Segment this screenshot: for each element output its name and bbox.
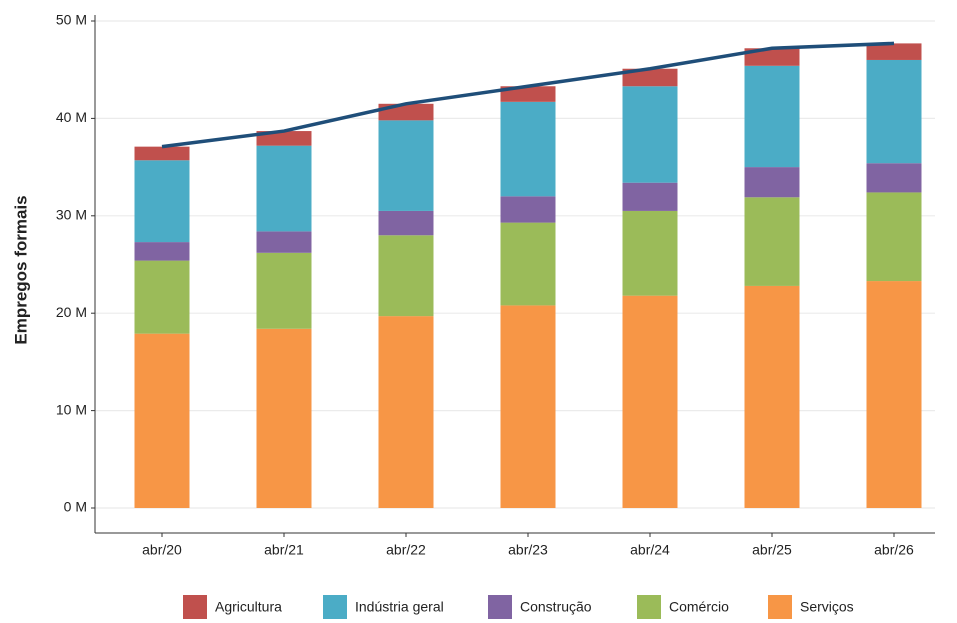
x-tick-label: abr/21: [264, 542, 304, 558]
bar-segment: [256, 328, 312, 508]
legend-label: Construção: [520, 599, 592, 615]
bar-segment: [378, 103, 434, 121]
bar-segment: [744, 285, 800, 508]
bar-segment: [622, 86, 678, 183]
bar-segment: [500, 101, 556, 197]
bar-segment: [622, 295, 678, 508]
legend-label: Comércio: [669, 599, 729, 615]
bar-segment: [744, 48, 800, 66]
bar-segment: [378, 235, 434, 317]
bar-segment: [866, 59, 922, 164]
bar-segment: [256, 145, 312, 232]
x-tick-label: abr/25: [752, 542, 792, 558]
x-tick-label: abr/26: [874, 542, 914, 558]
bar-segment: [134, 333, 190, 508]
legend-swatch: [768, 595, 792, 619]
y-tick-label: 10 M: [56, 401, 87, 417]
bar-segment: [134, 260, 190, 334]
bar-segment: [500, 196, 556, 223]
y-tick-label: 30 M: [56, 207, 87, 223]
bar-segment: [866, 192, 922, 282]
bar-segment: [378, 210, 434, 236]
bar-segment: [134, 160, 190, 243]
bar-segment: [134, 242, 190, 261]
bar-segment: [500, 222, 556, 306]
x-tick-label: abr/22: [386, 542, 426, 558]
bar-segment: [744, 167, 800, 198]
x-tick-label: abr/20: [142, 542, 182, 558]
bar-segment: [378, 316, 434, 508]
y-axis-label: Empregos formais: [11, 195, 30, 344]
legend-label: Indústria geral: [355, 599, 444, 615]
legend-label: Agricultura: [215, 599, 282, 615]
bar-segment: [866, 43, 922, 60]
bar-segment: [622, 182, 678, 211]
bar-segment: [622, 68, 678, 87]
bar-segment: [866, 163, 922, 193]
bar-segment: [744, 197, 800, 286]
bar-segment: [500, 305, 556, 508]
bar-segment: [256, 231, 312, 253]
legend-swatch: [488, 595, 512, 619]
legend-swatch: [323, 595, 347, 619]
legend-swatch: [637, 595, 661, 619]
y-tick-label: 50 M: [56, 12, 87, 28]
legend-swatch: [183, 595, 207, 619]
bar-segment: [622, 210, 678, 296]
bar-segment: [256, 131, 312, 146]
bar-segment: [256, 252, 312, 329]
bar-segment: [378, 120, 434, 211]
bar-segment: [866, 281, 922, 508]
legend-label: Serviços: [800, 599, 854, 615]
bar-segment: [744, 65, 800, 168]
y-tick-label: 0 M: [64, 499, 87, 515]
x-tick-label: abr/24: [630, 542, 670, 558]
y-tick-label: 20 M: [56, 304, 87, 320]
total-line: [161, 41, 895, 149]
bar-segment: [134, 146, 190, 161]
y-tick-label: 40 M: [56, 109, 87, 125]
x-tick-label: abr/23: [508, 542, 548, 558]
bar-segment: [500, 86, 556, 102]
